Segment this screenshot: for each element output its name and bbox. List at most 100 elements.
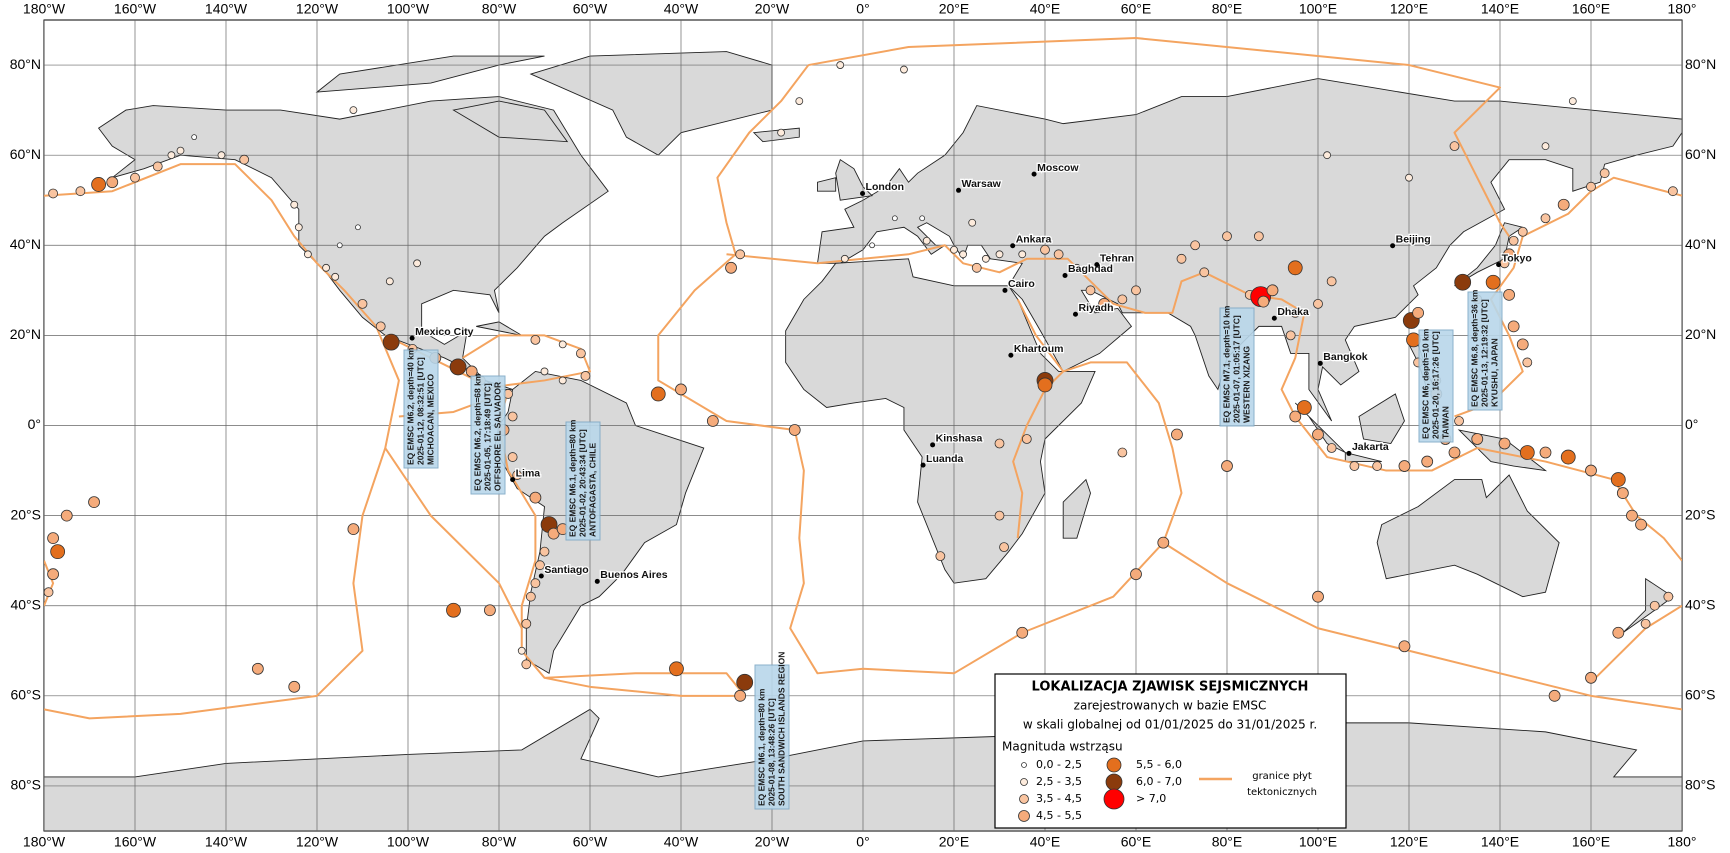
legend-symbol [1018,810,1030,822]
city-label: Bangkok [1323,351,1368,363]
legend-label: 2,5 - 3,5 [1036,775,1082,788]
earthquake [355,224,361,231]
earthquake [191,134,198,141]
y-tick-label: 20°S [10,506,41,522]
earthquake [1222,231,1232,242]
city-dot [1317,360,1323,366]
earthquake [167,151,176,160]
earthquake [1560,449,1576,465]
earthquake [734,689,747,702]
earthquake [521,618,532,629]
earthquake [152,161,163,172]
x-tick-label: 120°E [1390,834,1428,850]
earthquake [91,177,106,192]
earthquake [521,659,532,670]
legend-symbol [1019,794,1029,804]
x-tick-label: 100°W [387,1,430,17]
legend-label: 4,5 - 5,5 [1036,809,1082,822]
y-tick-label: 0° [1685,416,1698,432]
x-tick-label: 0° [856,1,869,17]
city-dot [1010,243,1016,249]
earthquake [1548,689,1561,702]
legend-label: 6,0 - 7,0 [1136,775,1182,788]
y-tick-label: 60°S [10,687,41,703]
annotation: EQ EMSC M6.1, depth=80 km 2025-01-02, 20:… [565,419,601,541]
earthquake [1585,671,1597,684]
earthquake [1372,461,1383,471]
x-tick-label: 60°W [573,834,608,850]
earthquake [1663,591,1674,602]
annotation-text: 2025-01-05, 17:18:49 [UTC] [482,383,492,491]
earthquake [1568,97,1577,105]
annotation-text: KYUSHU, JAPAN [1489,338,1499,407]
earthquake [1586,181,1596,192]
earthquake [1018,250,1027,259]
earthquake [44,587,54,598]
x-tick-label: 20°W [755,834,790,850]
city-label: Dhaka [1277,306,1309,318]
legend-plate-label: granice płyt [1252,771,1312,782]
earthquake [950,245,958,254]
legend-label: > 7,0 [1136,792,1166,805]
earthquake [1540,213,1551,224]
earthquake [525,591,536,602]
earthquake [349,106,358,115]
annotation-text: ANTOFAGASTA, CHILE [587,443,597,537]
x-tick-label: 40°E [1030,834,1061,850]
legend-label: 3,5 - 4,5 [1036,792,1082,805]
city-dot [1271,315,1277,321]
city-dot [1002,287,1008,293]
y-tick-label: 60°S [1685,687,1716,703]
earthquake [1517,226,1528,237]
annotation: EQ EMSC M6, depth=10 km 2025-01-20, 16:17… [1418,328,1454,443]
y-tick-label: 20°S [1685,506,1716,522]
earthquake [1454,273,1472,291]
annotation-text: EQ EMSC M6.1, depth=80 km [567,419,577,537]
earthquake [449,358,467,376]
city-label: Moscow [1037,162,1079,174]
annotation: EQ EMSC M6.8, depth=36 km 2025-01-13, 12:… [1467,289,1503,411]
annotation-text: EQ EMSC M7.1, depth=10 km [1221,305,1231,423]
x-tick-label: 40°E [1030,1,1061,17]
y-tick-label: 80°S [10,777,41,793]
earthquake [357,298,368,309]
earthquake [1508,235,1519,246]
x-tick-label: 160°W [114,1,157,17]
y-tick-label: 60°N [1685,146,1716,162]
earthquake [995,250,1004,259]
legend-symbol [1020,778,1028,786]
earthquake [1398,460,1411,472]
city-label: Warsaw [962,178,1002,190]
earthquake [1257,295,1270,308]
y-tick-label: 80°N [10,56,41,72]
earthquake [1398,640,1411,653]
city-label: Kinshasa [936,433,983,445]
earthquake [1503,248,1515,261]
city-dot [409,335,415,341]
earthquake [1016,626,1029,639]
annotation: EQ EMSC M6.2, depth=68 km 2025-01-05, 17:… [470,373,506,495]
earthquake [1053,249,1064,260]
earthquake [1131,285,1141,296]
earthquake [535,560,545,571]
city-label: Santiago [544,564,588,576]
earthquake [1539,446,1552,459]
earthquake [968,218,977,227]
earthquake [288,680,301,693]
earthquake [971,262,982,273]
earthquake [1253,231,1264,242]
x-tick-label: 60°W [573,1,608,17]
earthquake [507,452,518,462]
earthquake [1599,168,1610,179]
legend-title: LOKALIZACJA ZJAWISK SEJSMICZNYCH [1032,680,1309,695]
earthquake [336,242,343,249]
earthquake [1326,276,1337,287]
earthquake [1516,338,1529,351]
earthquake [1199,267,1210,278]
x-tick-label: 80°W [482,1,517,17]
earthquake [1557,198,1570,211]
earthquake [1449,141,1460,152]
x-tick-label: 20°W [755,1,790,17]
annotation: EQ EMSC M6.2, depth=40 km 2025-01-12, 08:… [403,347,439,469]
